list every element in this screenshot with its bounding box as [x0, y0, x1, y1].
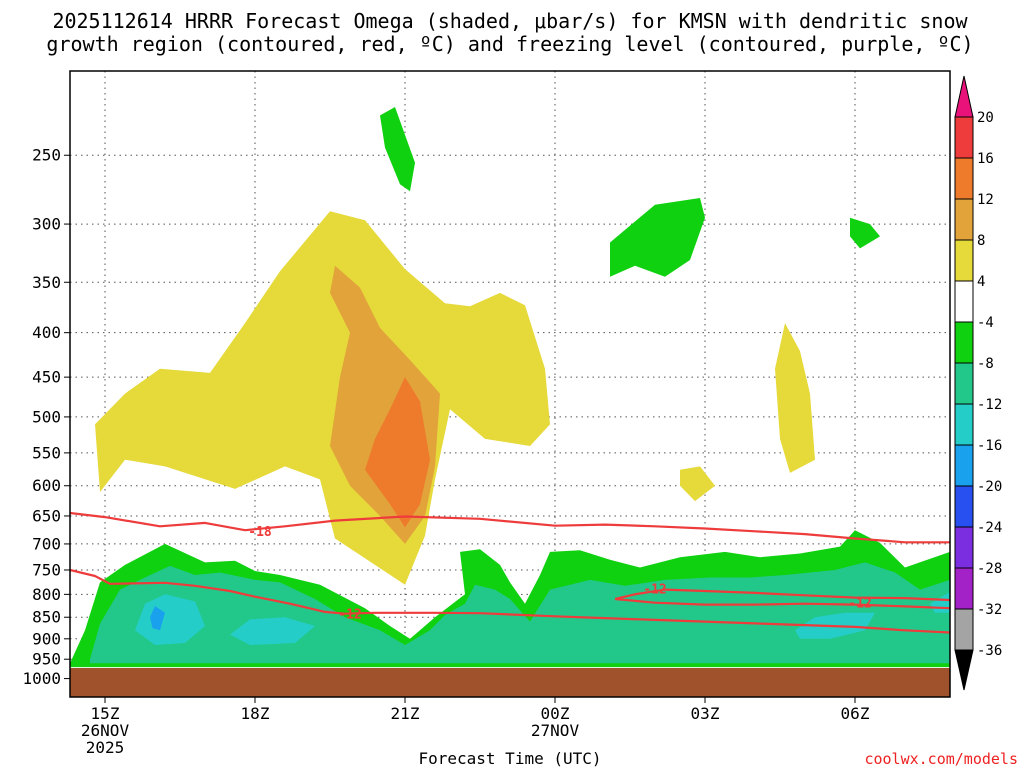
- omega-region: [95, 211, 550, 585]
- y-tick-label: 400: [32, 323, 61, 342]
- omega-region: [850, 217, 880, 249]
- colorbar-bottom-arrow: [954, 649, 974, 691]
- x-tick-label: 15Z: [91, 704, 120, 723]
- y-tick-label: 500: [32, 407, 61, 426]
- colorbar-box: [954, 321, 974, 364]
- dgz-contour-line: [70, 511, 950, 544]
- omega-region: [610, 198, 705, 277]
- contour-label: -12: [848, 597, 871, 612]
- colorbar-tick-label: -8: [977, 356, 994, 372]
- y-tick-label: 1000: [22, 669, 61, 688]
- dgz-contour-line: [614, 597, 950, 610]
- colorbar-tick-label: 4: [977, 274, 985, 290]
- y-tick-label: 800: [32, 585, 61, 604]
- x-tick-label: 18Z: [241, 704, 270, 723]
- x-tick-date: 26NOV: [81, 721, 130, 740]
- colorbar-box: [954, 403, 974, 446]
- temperature-contours: [70, 511, 950, 634]
- x-tick-date: 27NOV: [531, 721, 580, 740]
- x-axis-label: Forecast Time (UTC): [418, 749, 601, 768]
- colorbar-box: [954, 280, 974, 323]
- credit-text: coolwx.com/models: [864, 750, 1018, 768]
- y-tick-label: 650: [32, 506, 61, 525]
- omega-region: [380, 107, 415, 192]
- colorbar-box: [954, 198, 974, 241]
- colorbar-tick-label: -4: [977, 315, 994, 331]
- colorbar-box: [954, 239, 974, 282]
- y-tick-label: 700: [32, 534, 61, 553]
- x-tick-label: 03Z: [691, 704, 720, 723]
- contour-label: -18: [248, 525, 272, 540]
- colorbar-tick-label: -24: [977, 520, 1002, 536]
- y-tick-label: 600: [32, 476, 61, 495]
- colorbar-tick-label: -12: [977, 397, 1002, 413]
- omega-region: [150, 606, 165, 631]
- omega-region: [230, 617, 315, 645]
- colorbar-box: [954, 157, 974, 200]
- y-tick-label: 750: [32, 560, 61, 579]
- pressure-axis: 250 300 350 400 450 500 550 600 650 700 750 800 850 9…: [22, 146, 70, 688]
- colorbar-tick-label: -20: [977, 479, 1002, 495]
- omega-region: [775, 323, 815, 473]
- x-tick-label: 00Z: [541, 704, 570, 723]
- colorbar-tick-label: 16: [977, 151, 994, 167]
- colorbar-tick-label: -28: [977, 561, 1002, 577]
- plot-area: -18 -12 -12 -12: [69, 70, 951, 698]
- colorbar-box: [954, 526, 974, 569]
- x-tick-label: 06Z: [841, 704, 870, 723]
- omega-region: [90, 562, 950, 664]
- contour-labels: -18 -12 -12 -12: [248, 525, 871, 623]
- plot-frame: [69, 70, 951, 698]
- colorbar-box: [954, 116, 974, 159]
- y-tick-label: 350: [32, 273, 61, 292]
- x-tick-year: 2025: [86, 738, 125, 757]
- colorbar-box: [954, 608, 974, 651]
- colorbar-top-arrow: [954, 75, 974, 118]
- chart-title-line-1: 2025112614 HRRR Forecast Omega (shaded, …: [52, 9, 968, 33]
- colorbar-tick-label: 12: [977, 192, 994, 208]
- x-tick-label: 21Z: [391, 704, 420, 723]
- colorbar-tick-label: 8: [977, 233, 985, 249]
- colorbar-box: [954, 444, 974, 487]
- contour-label: -12: [643, 583, 666, 598]
- dgz-contour-line: [614, 588, 950, 602]
- omega-shaded-regions: [70, 107, 950, 668]
- y-tick-label: 450: [32, 368, 61, 387]
- y-tick-label: 850: [32, 608, 61, 627]
- colorbar: 20 16 12 8 4 -4 -8 -12 -16 -20 -24 -28 -32 -36: [954, 75, 1002, 691]
- colorbar-box: [954, 362, 974, 405]
- colorbar-box: [954, 567, 974, 610]
- omega-region: [365, 377, 430, 528]
- colorbar-tick-label: 20: [977, 110, 994, 126]
- chart-title-line-2: growth region (contoured, red, ºC) and f…: [46, 32, 973, 56]
- y-tick-label: 950: [32, 650, 61, 669]
- y-tick-label: 550: [32, 443, 61, 462]
- contour-label: -12: [338, 608, 361, 623]
- colorbar-tick-label: -36: [977, 643, 1002, 659]
- y-tick-label: 250: [32, 146, 61, 165]
- dgz-contour-line: [70, 568, 950, 634]
- omega-region: [135, 594, 205, 645]
- colorbar-box: [954, 485, 974, 528]
- colorbar-tick-label: -32: [977, 602, 1002, 618]
- ground-below-surface: [70, 668, 950, 697]
- y-tick-label: 900: [32, 629, 61, 648]
- y-tick-label: 300: [32, 215, 61, 234]
- colorbar-tick-label: -16: [977, 438, 1002, 454]
- omega-region: [680, 466, 715, 502]
